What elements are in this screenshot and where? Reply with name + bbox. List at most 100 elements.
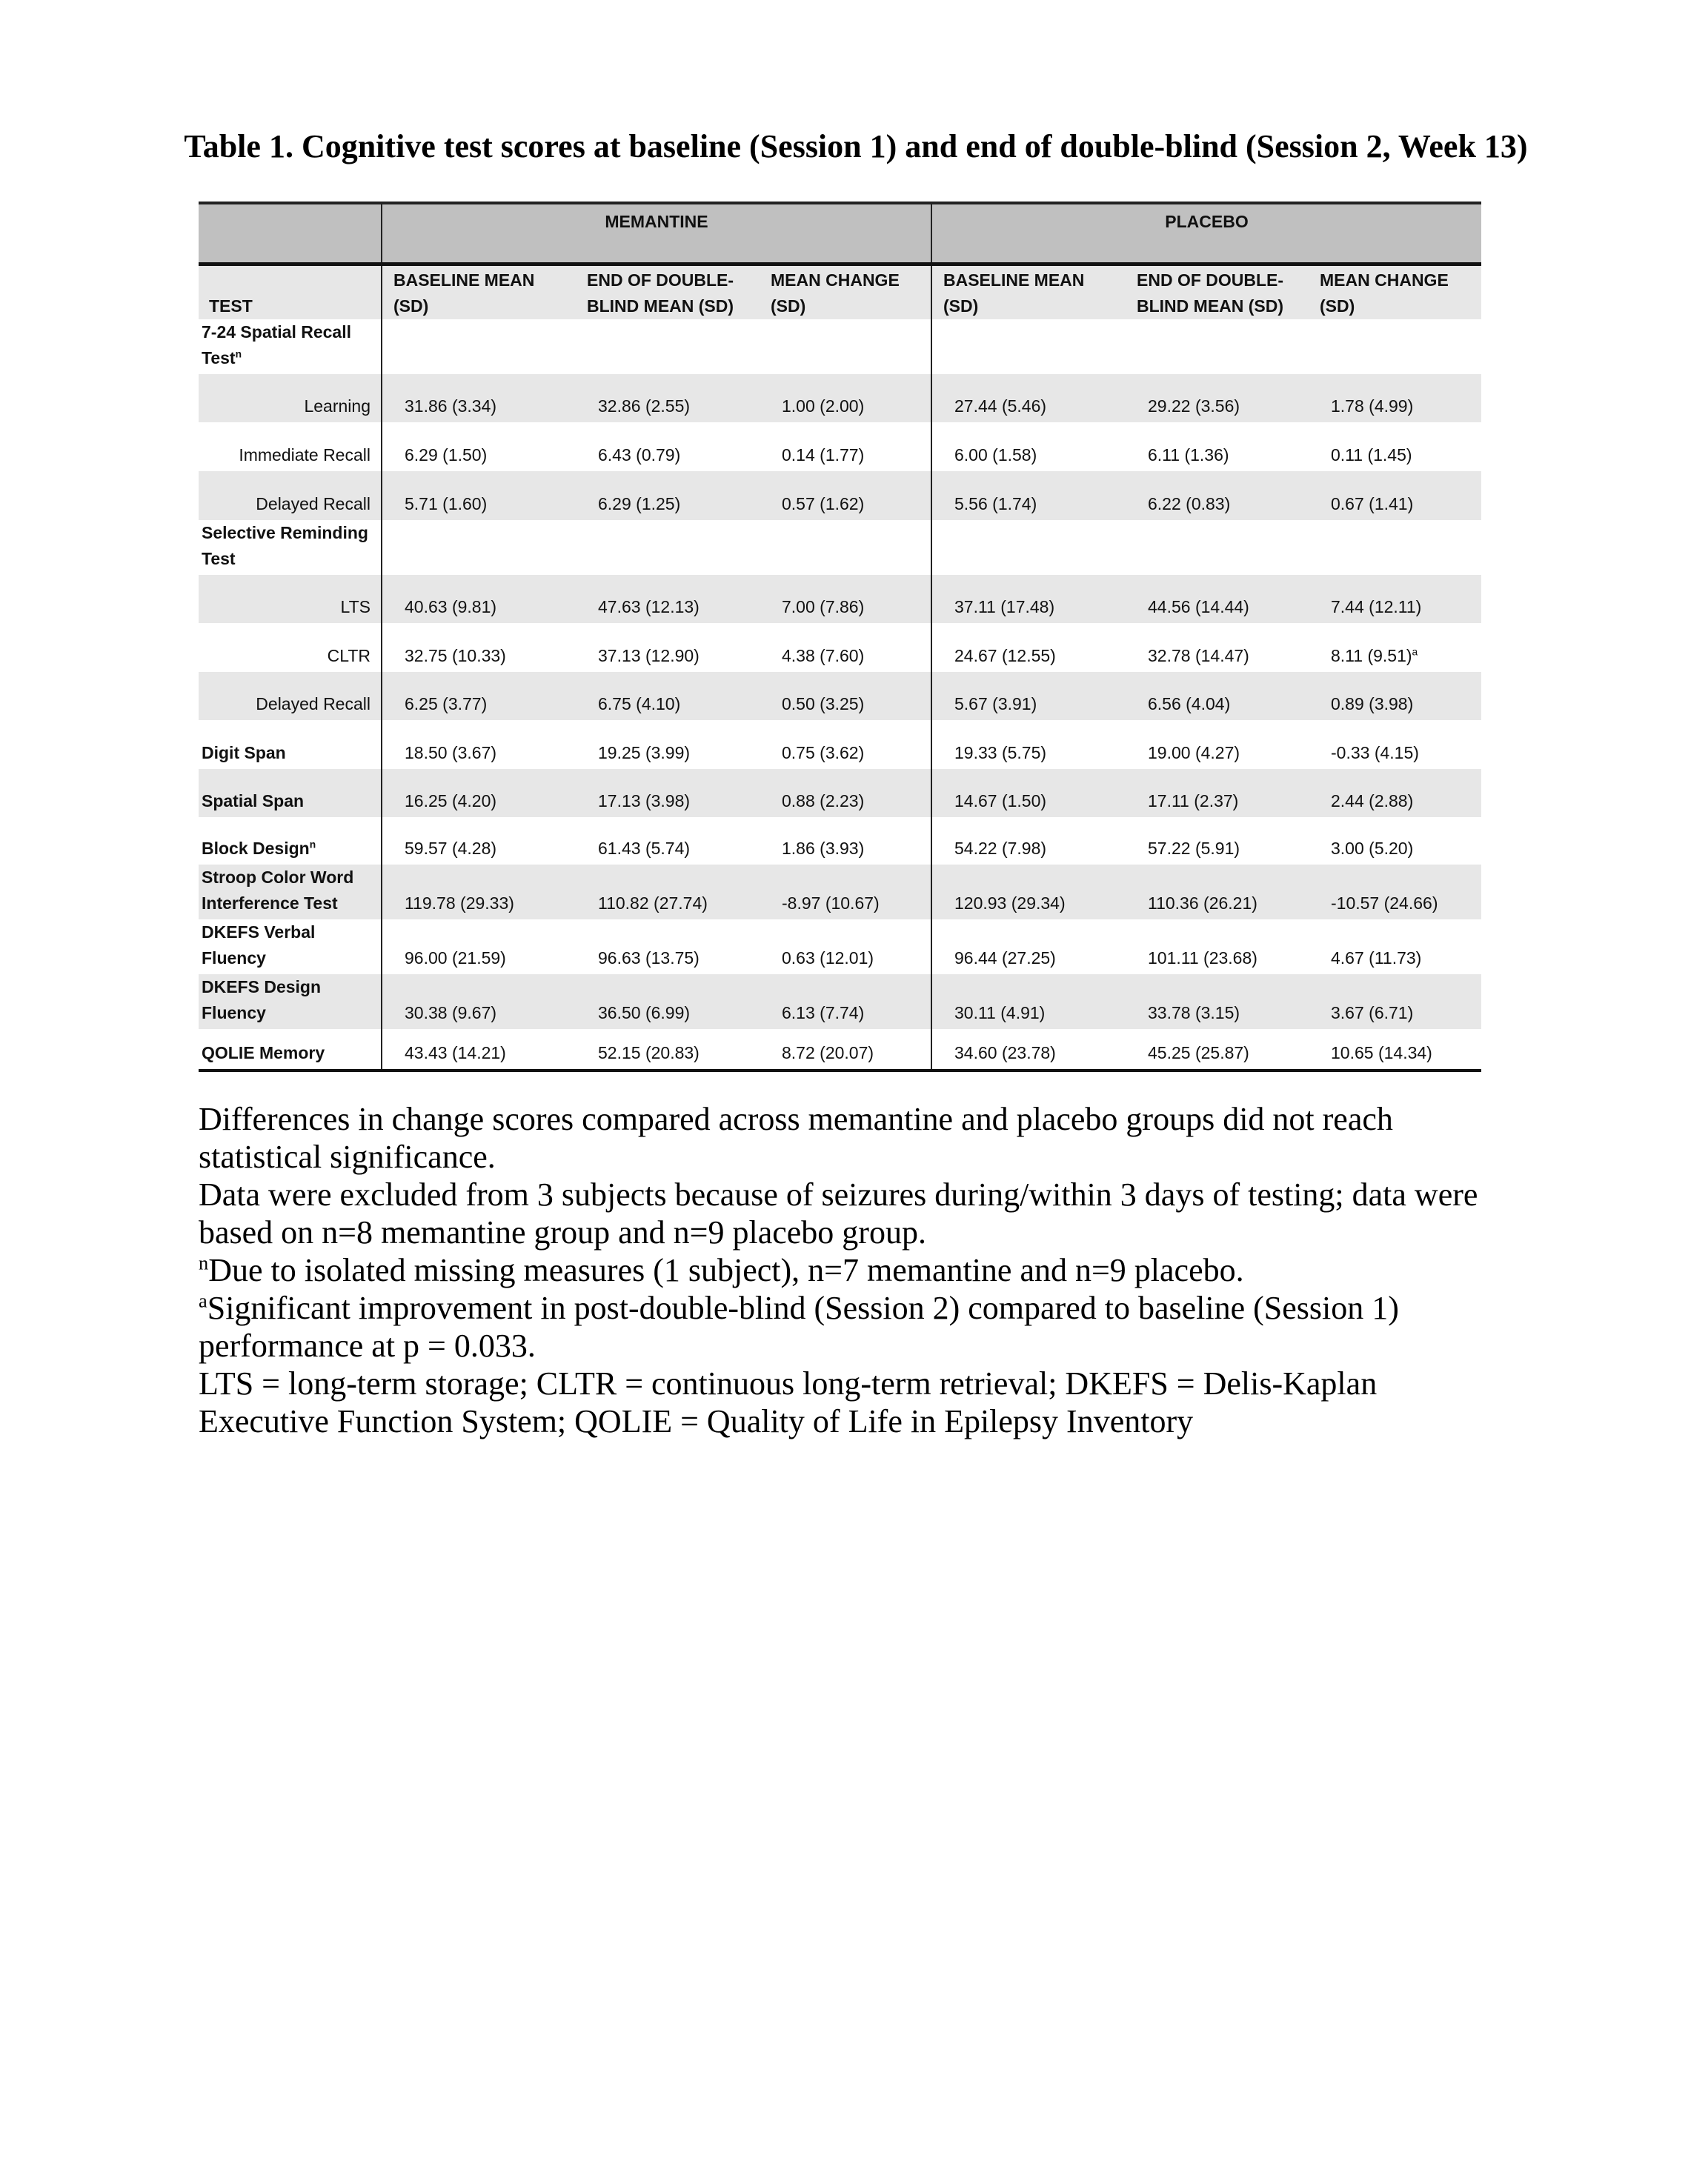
value-cell: 52.15 (20.83): [576, 1029, 760, 1072]
value-cell: 4.38 (7.60): [760, 623, 931, 672]
value-cell: [381, 520, 576, 575]
value-cell: 43.43 (14.21): [381, 1029, 576, 1072]
value-text: 6.29 (1.25): [598, 494, 681, 513]
value-text: -8.97 (10.67): [782, 893, 880, 913]
value-cell: 6.29 (1.50): [381, 422, 576, 471]
group-header-row: MEMANTINE PLACEBO: [199, 202, 1482, 266]
row-label-text: Digit Span: [202, 743, 286, 762]
row-label: DKEFS Design Fluency: [199, 974, 382, 1029]
note-paragraph: nDue to isolated missing measures (1 sub…: [199, 1251, 1503, 1289]
note-text: LTS = long-term storage; CLTR = continuo…: [199, 1365, 1378, 1439]
value-cell: 19.00 (4.27): [1126, 720, 1309, 769]
value-cell: 32.86 (2.55): [576, 374, 760, 422]
value-text: 43.43 (14.21): [405, 1043, 506, 1062]
value-text: 0.63 (12.01): [782, 948, 874, 968]
value-cell: 17.11 (2.37): [1126, 769, 1309, 817]
row-label-text: CLTR: [327, 646, 371, 665]
value-cell: [1126, 520, 1309, 575]
value-text: 6.11 (1.36): [1148, 445, 1229, 465]
column-header-line: END OF DOUBLE-: [587, 270, 734, 290]
value-text: 6.00 (1.58): [954, 445, 1037, 465]
value-cell: -8.97 (10.67): [760, 865, 931, 919]
value-text: 17.13 (3.98): [598, 791, 691, 810]
value-text: 2.44 (2.88): [1331, 791, 1414, 810]
column-header: MEAN CHANGE (SD): [1309, 264, 1482, 319]
row-label-text: Learning: [304, 396, 371, 416]
column-header-line: END OF DOUBLE-: [1137, 270, 1284, 290]
value-cell: 0.89 (3.98): [1309, 672, 1482, 720]
note-paragraph: aSignificant improvement in post-double-…: [199, 1289, 1503, 1365]
value-text: 37.11 (17.48): [954, 597, 1055, 616]
value-cell: 6.56 (4.04): [1126, 672, 1309, 720]
value-cell: 45.25 (25.87): [1126, 1029, 1309, 1072]
value-cell: 0.11 (1.45): [1309, 422, 1481, 471]
value-cell: 16.25 (4.20): [381, 769, 576, 817]
row-label: LTS: [199, 575, 382, 623]
column-header-line: MEAN CHANGE: [1320, 270, 1449, 290]
note-text: Differences in change scores compared ac…: [199, 1101, 1393, 1175]
value-text: 3.67 (6.71): [1331, 1003, 1414, 1022]
value-text: 96.44 (27.25): [954, 948, 1056, 968]
table-row: Stroop Color Word Interference Test 119.7…: [199, 865, 1482, 919]
table-row: Delayed Recall 6.25 (3.77) 6.75 (4.10) 0.50…: [199, 672, 1482, 720]
table-title: Table 1. Cognitive test scores at baseli…: [184, 128, 1528, 164]
value-cell: [931, 520, 1126, 575]
value-cell: 1.00 (2.00): [760, 374, 931, 422]
value-text: 37.13 (12.90): [598, 646, 700, 665]
column-header-line: BASELINE MEAN: [943, 270, 1085, 290]
value-text: 32.75 (10.33): [405, 646, 506, 665]
row-label-text: DKEFS Design Fluency: [202, 977, 322, 1022]
row-label: Delayed Recall: [199, 471, 382, 520]
column-header-test: TEST: [199, 264, 382, 319]
table-row: Learning 31.86 (3.34) 32.86 (2.55) 1.00 (2.…: [199, 374, 1482, 422]
value-text: 14.67 (1.50): [954, 791, 1047, 810]
value-cell: 110.36 (26.21): [1126, 865, 1309, 919]
value-text: 0.89 (3.98): [1331, 694, 1414, 713]
value-text: 6.22 (0.83): [1148, 494, 1231, 513]
value-text: 16.25 (4.20): [405, 791, 497, 810]
value-cell: 0.57 (1.62): [760, 471, 931, 520]
value-text: 6.75 (4.10): [598, 694, 681, 713]
value-text: 54.22 (7.98): [954, 839, 1047, 858]
column-header: END OF DOUBLE- BLIND MEAN (SD): [1126, 264, 1309, 319]
value-cell: 6.00 (1.58): [931, 422, 1126, 471]
value-text: 0.88 (2.23): [782, 791, 865, 810]
value-cell: 6.43 (0.79): [576, 422, 760, 471]
value-text: 7.44 (12.11): [1331, 597, 1422, 616]
value-cell: [931, 319, 1126, 374]
value-text: 1.86 (3.93): [782, 839, 865, 858]
value-text: 110.36 (26.21): [1148, 893, 1257, 913]
row-label-text: QOLIE Memory: [202, 1043, 325, 1062]
value-cell: 27.44 (5.46): [931, 374, 1126, 422]
row-label-text: Stroop Color Word Interference Test: [202, 868, 354, 913]
value-text: 6.29 (1.50): [405, 445, 488, 465]
column-header-line: (SD): [943, 296, 979, 316]
value-cell: 24.67 (12.55): [931, 623, 1126, 672]
column-header-line: BASELINE MEAN: [393, 270, 535, 290]
table-row: DKEFS Design Fluency 30.38 (9.67) 36.50 (6…: [199, 974, 1482, 1029]
row-label: CLTR: [199, 623, 382, 672]
value-cell: 36.50 (6.99): [576, 974, 760, 1029]
column-header-row: TEST BASELINE MEAN (SD) END OF DOUBLE- BLIN…: [199, 264, 1482, 319]
note-paragraph: Differences in change scores compared ac…: [199, 1100, 1503, 1176]
value-text: 33.78 (3.15): [1148, 1003, 1240, 1022]
value-text: 44.56 (14.44): [1148, 597, 1249, 616]
value-text: 96.00 (21.59): [405, 948, 506, 968]
value-text: 4.67 (11.73): [1331, 948, 1422, 968]
value-cell: 7.00 (7.86): [760, 575, 931, 623]
empty-header-cell: [199, 202, 382, 266]
value-text: 6.43 (0.79): [598, 445, 681, 465]
value-text: 0.67 (1.41): [1331, 494, 1414, 513]
value-text: 120.93 (29.34): [954, 893, 1066, 913]
value-cell: 6.22 (0.83): [1126, 471, 1309, 520]
column-header-line: MEAN CHANGE: [771, 270, 900, 290]
row-label-text: DKEFS Verbal Fluency: [202, 922, 316, 968]
value-cell: [576, 319, 760, 374]
value-cell: 0.14 (1.77): [760, 422, 931, 471]
value-cell: 59.57 (4.28): [381, 817, 576, 865]
value-cell: 3.67 (6.71): [1309, 974, 1482, 1029]
value-text: 6.56 (4.04): [1148, 694, 1231, 713]
column-header: BASELINE MEAN (SD): [931, 264, 1126, 319]
value-cell: 44.56 (14.44): [1126, 575, 1309, 623]
value-text: -10.57 (24.66): [1331, 893, 1438, 913]
